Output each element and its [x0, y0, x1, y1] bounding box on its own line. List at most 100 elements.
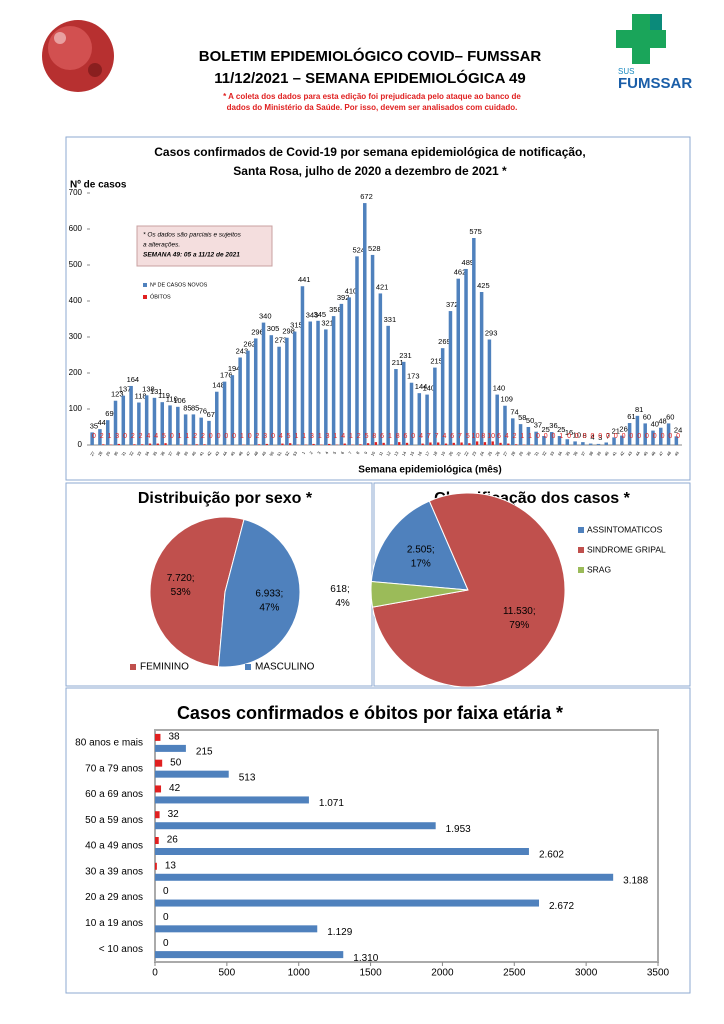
bar: [289, 443, 292, 445]
data-label: 0: [271, 433, 275, 440]
data-label: 0: [661, 433, 665, 440]
x-tick-label: 38: [588, 450, 595, 457]
data-label: 25: [542, 425, 550, 434]
data-label: 44: [98, 418, 106, 427]
data-label: 528: [368, 244, 381, 253]
bar: [257, 444, 261, 445]
bar: [155, 785, 162, 793]
bar: [155, 899, 540, 907]
x-tick-label: 43: [214, 450, 221, 457]
x-tick-label: 49: [260, 450, 267, 457]
data-label: 7: [458, 433, 462, 440]
data-label: 7: [435, 433, 439, 440]
data-label: 524: [352, 245, 365, 254]
x-tick-label: 48: [253, 450, 260, 457]
data-label: 262: [243, 340, 256, 349]
x-tick-label: 46: [237, 450, 244, 457]
header-title: BOLETIM EPIDEMIOLÓGICO COVID– FUMSSAR: [199, 47, 542, 65]
note-text: * Os dados são parciais e sujeitos: [143, 232, 242, 239]
note-box: [136, 225, 273, 267]
bar: [277, 346, 281, 445]
bar: [148, 443, 152, 445]
data-label: 6.933;: [255, 588, 283, 599]
data-label: 106: [173, 396, 186, 405]
x-tick-label: 20: [447, 450, 454, 457]
bar: [417, 393, 422, 445]
data-label: 4: [341, 433, 345, 440]
y-tick-label: 10 a 19 anos: [85, 918, 143, 929]
bar: [433, 367, 437, 445]
data-label: 194: [228, 364, 241, 373]
x-tick-label: 42: [619, 450, 626, 457]
bar: [215, 391, 219, 445]
data-label: 6: [404, 433, 408, 440]
x-tick-label: 40: [190, 450, 197, 457]
data-label: 315: [290, 321, 303, 330]
data-label: 425: [477, 281, 490, 290]
data-label: 3: [115, 433, 119, 440]
data-label: 36: [549, 421, 557, 430]
data-label: 0: [163, 912, 169, 923]
x-tick-label: 42: [206, 450, 213, 457]
data-label: 6: [450, 433, 454, 440]
data-label: 331: [384, 315, 397, 324]
bar: [117, 443, 120, 445]
data-label: 0: [629, 433, 633, 440]
bar: [183, 414, 188, 445]
data-label: 0: [668, 433, 672, 440]
legend-label: FEMININO: [140, 662, 189, 673]
data-label: 60: [666, 412, 674, 421]
data-label: 47%: [259, 602, 279, 613]
chart-title: Santa Rosa, julho de 2020 a dezembro de …: [233, 164, 507, 178]
bar: [588, 443, 593, 445]
bar: [141, 444, 144, 445]
x-tick-label: 14: [401, 450, 408, 457]
bar: [359, 444, 362, 445]
bar: [394, 369, 398, 445]
data-label: 50: [170, 757, 182, 768]
data-label: 25: [557, 425, 565, 434]
data-label: 8: [583, 431, 587, 440]
data-label: 0: [552, 433, 556, 440]
x-tick-label: 23: [471, 450, 478, 457]
logo-text: SUS: [618, 67, 634, 76]
pie-slice: [370, 500, 469, 591]
header-note: dados do Ministério da Saúde. Por isso, …: [227, 103, 518, 112]
bar: [440, 348, 445, 445]
x-tick-label: 22: [463, 450, 470, 457]
bar: [378, 293, 383, 445]
data-label: 0: [567, 433, 571, 440]
x-tick-label: 52: [284, 450, 291, 457]
x-tick-label: 9: [363, 450, 369, 455]
x-tick-label: 35: [151, 450, 158, 457]
bar: [573, 441, 577, 445]
data-label: 48: [658, 417, 666, 426]
legend-swatch: [143, 295, 147, 299]
x-tick-label: 49: [673, 450, 680, 457]
data-label: 441: [298, 275, 311, 284]
bar: [596, 443, 601, 445]
data-label: 7: [427, 433, 431, 440]
data-label: 0: [544, 433, 548, 440]
bar: [155, 759, 163, 767]
plot-frame: [154, 729, 659, 963]
data-label: 0: [170, 433, 174, 440]
bar: [401, 361, 406, 445]
data-label: 176: [220, 371, 233, 380]
bar: [511, 418, 515, 445]
data-label: 118: [135, 392, 147, 401]
bar: [316, 320, 320, 445]
bar: [129, 385, 133, 445]
data-label: 1: [520, 433, 524, 440]
bar: [339, 303, 344, 445]
x-tick-label: 25: [486, 450, 493, 457]
bar: [355, 256, 359, 445]
data-label: 164: [127, 375, 140, 384]
data-label: 140: [493, 384, 506, 393]
data-label: 293: [485, 329, 498, 338]
x-tick-label: 30: [525, 450, 532, 457]
data-label: 16: [565, 428, 573, 437]
bar: [331, 316, 336, 445]
bar: [581, 442, 585, 445]
legend-label: ÓBITOS: [150, 293, 171, 300]
